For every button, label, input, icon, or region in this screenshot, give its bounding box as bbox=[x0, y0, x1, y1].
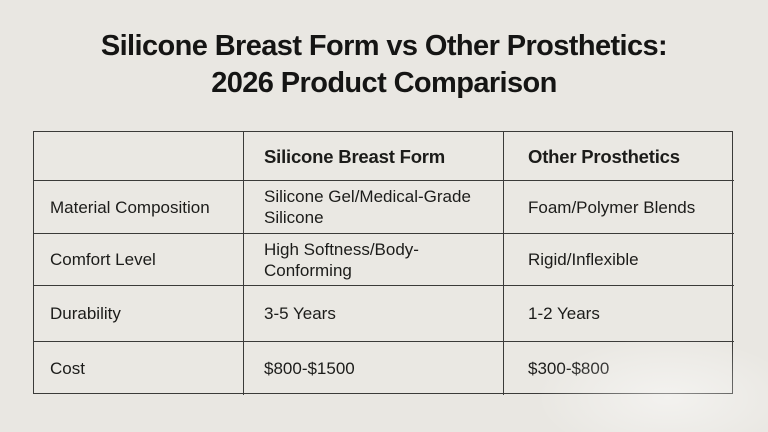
row-label-cost: Cost bbox=[34, 342, 244, 395]
row-label-material-composition: Material Composition bbox=[34, 181, 244, 234]
cell-durability-other: 1-2 Years bbox=[504, 286, 734, 342]
row-label-comfort-level: Comfort Level bbox=[34, 234, 244, 286]
cell-comfort-other: Rigid/Inflexible bbox=[504, 234, 734, 286]
cell-cost-other: $300-$800 bbox=[528, 359, 610, 378]
cell-durability-silicone: 3-5 Years bbox=[244, 286, 504, 342]
header-cell-other-prosthetics: Other Prosthetics bbox=[504, 132, 734, 181]
cell-material-other: Foam/Polymer Blends bbox=[504, 181, 734, 234]
page-title: Silicone Breast Form vs Other Prosthetic… bbox=[0, 28, 768, 102]
header-cell-silicone-breast-form: Silicone Breast Form bbox=[244, 132, 504, 181]
row-label-durability: Durability bbox=[34, 286, 244, 342]
cell-cost-silicone: $800-$1500 bbox=[244, 342, 504, 395]
cell-comfort-silicone: High Softness/Body-Conforming bbox=[244, 234, 504, 286]
comparison-table: Silicone Breast Form Other Prosthetics M… bbox=[33, 131, 734, 395]
cell-material-silicone: Silicone Gel/Medical-Grade Silicone bbox=[244, 181, 504, 234]
page-title-line1: Silicone Breast Form vs Other Prosthetic… bbox=[100, 30, 668, 62]
page-title-line2: 2026 Product Comparison bbox=[211, 67, 557, 99]
header-cell-empty bbox=[34, 132, 244, 181]
